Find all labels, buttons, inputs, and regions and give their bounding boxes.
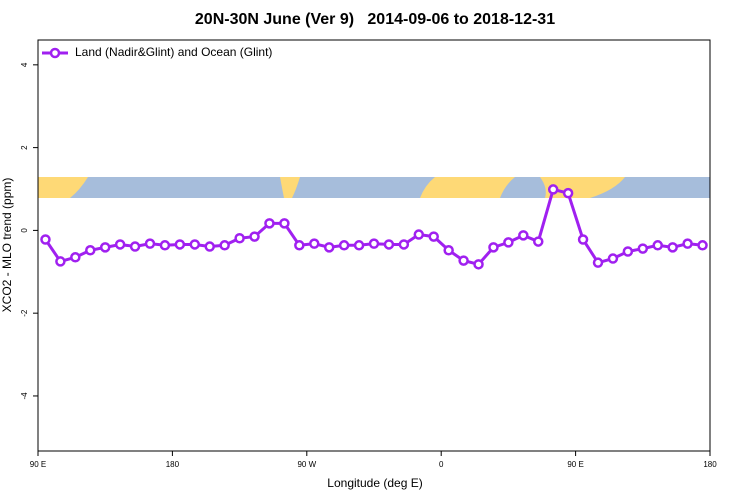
data-point bbox=[249, 231, 260, 242]
data-point bbox=[682, 238, 693, 249]
data-point bbox=[458, 255, 469, 266]
y-tick-label: 0 bbox=[20, 228, 29, 233]
data-point bbox=[70, 252, 81, 263]
data-point bbox=[413, 229, 425, 240]
data-point bbox=[204, 241, 215, 252]
data-point bbox=[129, 241, 141, 252]
legend-label: Land (Nadir&Glint) and Ocean (Glint) bbox=[75, 45, 272, 59]
data-point bbox=[114, 239, 126, 250]
data-point bbox=[99, 242, 111, 253]
data-point bbox=[323, 242, 335, 253]
data-point bbox=[368, 238, 380, 249]
y-tick-label: -4 bbox=[20, 392, 29, 400]
data-point bbox=[279, 218, 290, 229]
data-point bbox=[533, 236, 544, 247]
data-point bbox=[652, 240, 663, 251]
data-point bbox=[85, 245, 96, 256]
data-point bbox=[309, 238, 320, 249]
x-tick-label: 90 E bbox=[567, 460, 583, 469]
x-tick-label: 0 bbox=[439, 460, 444, 469]
plot-frame bbox=[37, 39, 711, 452]
y-axis-label: XCO2 - MLO trend (ppm) bbox=[0, 178, 14, 313]
data-point bbox=[667, 242, 678, 253]
data-point bbox=[55, 256, 66, 267]
data-point bbox=[622, 246, 634, 257]
x-tick-label: 180 bbox=[166, 460, 180, 469]
y-tick-label: 2 bbox=[20, 145, 29, 150]
data-point bbox=[234, 233, 245, 244]
data-point bbox=[159, 240, 171, 251]
data-point bbox=[219, 240, 230, 251]
data-point bbox=[383, 239, 395, 250]
x-tick-label: 90 E bbox=[30, 460, 46, 469]
y-tick-label: -2 bbox=[20, 309, 29, 317]
data-point bbox=[294, 240, 305, 251]
data-point bbox=[144, 238, 156, 249]
data-point bbox=[353, 240, 365, 251]
data-point bbox=[264, 218, 275, 229]
data-point bbox=[398, 239, 410, 250]
data-point bbox=[577, 234, 589, 245]
x-tick-label: 90 W bbox=[297, 460, 316, 469]
data-point bbox=[443, 245, 454, 256]
x-axis-label: Longitude (deg E) bbox=[327, 476, 422, 490]
data-point bbox=[174, 239, 186, 250]
data-point bbox=[473, 259, 484, 270]
data-point bbox=[428, 231, 439, 242]
data-point bbox=[607, 253, 619, 264]
data-point bbox=[40, 234, 51, 245]
data-point bbox=[503, 237, 514, 248]
legend-marker bbox=[49, 47, 61, 59]
data-point bbox=[592, 257, 604, 268]
data-point bbox=[518, 230, 529, 241]
map-strip bbox=[38, 177, 710, 198]
data-point bbox=[488, 242, 499, 253]
data-point bbox=[637, 243, 649, 254]
x-tick-label: 180 bbox=[703, 460, 717, 469]
data-point bbox=[189, 239, 201, 250]
data-point bbox=[697, 240, 708, 251]
data-point bbox=[562, 187, 574, 199]
series-line bbox=[44, 187, 703, 267]
data-point bbox=[338, 240, 350, 251]
y-tick-label: 4 bbox=[20, 62, 29, 67]
data-point bbox=[547, 184, 559, 195]
chart-title: 20N-30N June (Ver 9) 2014-09-06 to 2018-… bbox=[195, 11, 555, 28]
